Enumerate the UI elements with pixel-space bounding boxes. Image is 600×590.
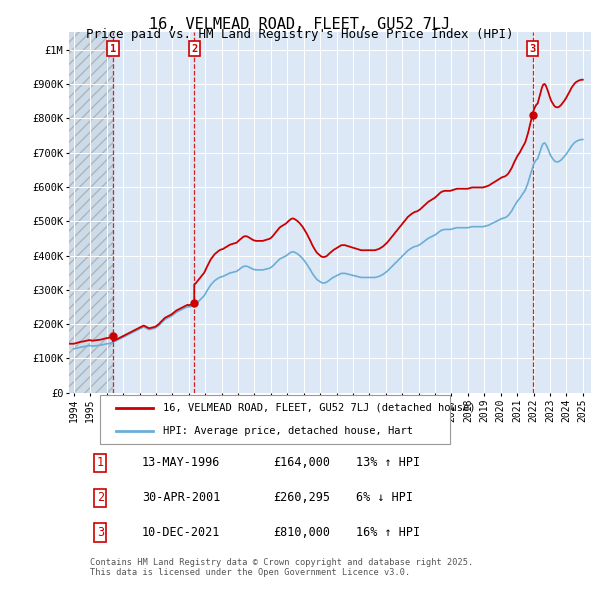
Text: 13-MAY-1996: 13-MAY-1996	[142, 457, 220, 470]
Text: £260,295: £260,295	[273, 491, 330, 504]
Text: 16, VELMEAD ROAD, FLEET, GU52 7LJ: 16, VELMEAD ROAD, FLEET, GU52 7LJ	[149, 17, 451, 31]
Text: Price paid vs. HM Land Registry's House Price Index (HPI): Price paid vs. HM Land Registry's House …	[86, 28, 514, 41]
Text: 2: 2	[191, 44, 197, 54]
Text: £164,000: £164,000	[273, 457, 330, 470]
Text: Contains HM Land Registry data © Crown copyright and database right 2025.
This d: Contains HM Land Registry data © Crown c…	[90, 558, 473, 577]
Text: 3: 3	[97, 526, 104, 539]
Text: 2: 2	[97, 491, 104, 504]
Text: 10-DEC-2021: 10-DEC-2021	[142, 526, 220, 539]
Text: 1: 1	[110, 44, 116, 54]
Text: HPI: Average price, detached house, Hart: HPI: Average price, detached house, Hart	[163, 427, 413, 437]
FancyBboxPatch shape	[100, 395, 450, 444]
Text: £810,000: £810,000	[273, 526, 330, 539]
Text: 6% ↓ HPI: 6% ↓ HPI	[356, 491, 413, 504]
Text: 1: 1	[97, 457, 104, 470]
Text: 13% ↑ HPI: 13% ↑ HPI	[356, 457, 420, 470]
Text: 16% ↑ HPI: 16% ↑ HPI	[356, 526, 420, 539]
Text: 16, VELMEAD ROAD, FLEET, GU52 7LJ (detached house): 16, VELMEAD ROAD, FLEET, GU52 7LJ (detac…	[163, 403, 475, 413]
Text: 30-APR-2001: 30-APR-2001	[142, 491, 220, 504]
Text: 3: 3	[529, 44, 536, 54]
